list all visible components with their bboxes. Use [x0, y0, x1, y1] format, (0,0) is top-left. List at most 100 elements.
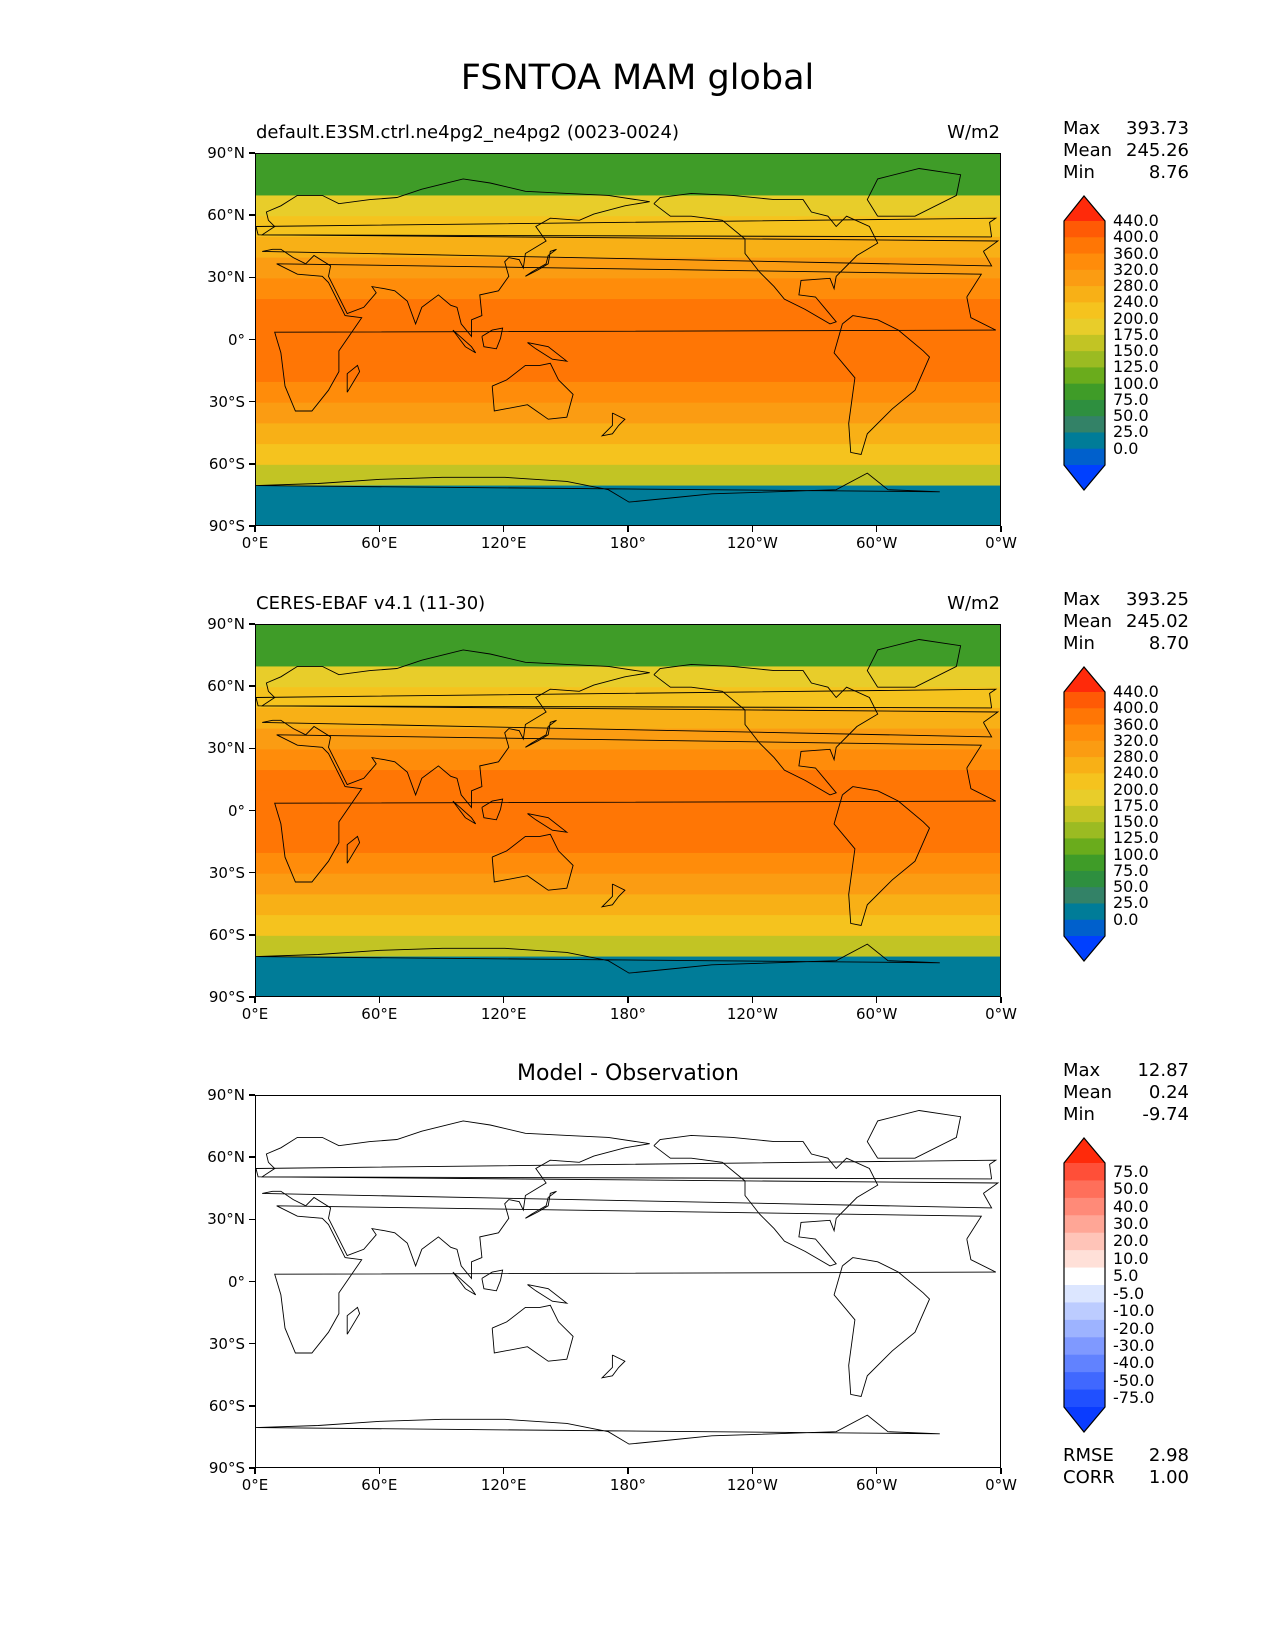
lon-tick-label: 180° — [609, 1005, 647, 1023]
colorbar-tick-label: -20.0 — [1113, 1318, 1155, 1338]
stat-max-label: Max — [1063, 589, 1101, 610]
colorbar-tick-label: 200.0 — [1113, 779, 1159, 799]
coastline-nz — [600, 883, 626, 908]
panel-diff-title: Model - Observation — [517, 1061, 739, 1086]
colorbar-swatch — [1064, 432, 1105, 450]
map-diff — [255, 1095, 1001, 1468]
coastline-newguinea — [527, 813, 569, 833]
coastline-newguinea — [527, 1284, 569, 1304]
colorbar-tick-label: -50.0 — [1113, 1370, 1155, 1390]
colorbar-swatch — [1064, 237, 1105, 255]
lon-tick-label: 60°W — [855, 1005, 898, 1023]
lat-tick-label: 60°S — [208, 1396, 245, 1415]
coastline-madagascar — [346, 835, 361, 864]
colorbar-tick-label: -10.0 — [1113, 1301, 1155, 1321]
coastline-britain — [256, 688, 998, 709]
stat-mean-label: Mean — [1063, 1082, 1113, 1103]
lon-tick-label: 0°E — [241, 1476, 269, 1494]
colorbar-tick-label: -40.0 — [1113, 1353, 1155, 1373]
stat-max-label: Max — [1063, 118, 1101, 139]
coastline-namerica — [653, 663, 879, 796]
lat-tick-label: 0° — [227, 801, 245, 820]
colorbar-swatch — [1064, 692, 1105, 709]
lon-tick-label: 0°E — [241, 1005, 269, 1023]
panel-obs-title: CERES-EBAF v4.1 (11-30) — [256, 593, 486, 614]
colorbar-swatch — [1064, 253, 1105, 271]
lat-tick — [249, 338, 255, 341]
colorbar-tick-label: 240.0 — [1113, 292, 1159, 312]
rmse-value: 2.98 — [1148, 1445, 1189, 1466]
panel-obs-stats: Max 393.25 Mean 245.02 Min 8.70 — [1063, 589, 1189, 655]
coastline-africa — [274, 734, 997, 883]
coastline-eurasia — [260, 649, 1000, 809]
colorbar-swatch — [1064, 1372, 1105, 1391]
lat-tick — [249, 1156, 255, 1158]
figure-title: FSNTOA MAM global — [460, 58, 815, 98]
colorbar-swatch — [1064, 383, 1105, 401]
colorbar-swatch — [1064, 367, 1105, 385]
map-model-field — [256, 154, 1000, 525]
colorbar-swatch — [1064, 1197, 1105, 1216]
coastline-sumatra — [452, 329, 477, 354]
coastline-australia — [491, 833, 574, 891]
corr-value: 1.00 — [1148, 1467, 1189, 1488]
lon-tick-label: 120°W — [726, 534, 778, 552]
colorbar-tick-label: 100.0 — [1113, 844, 1159, 864]
lon-tick — [378, 997, 381, 1003]
coastline-nz — [600, 412, 626, 437]
colorbar-swatch — [1064, 854, 1105, 872]
coastline-sumatra — [452, 1271, 477, 1296]
stat-min-value: 8.76 — [1148, 162, 1189, 183]
coastline-antarctica — [256, 1414, 940, 1445]
colorbar-extend-min — [1064, 936, 1105, 961]
colorbar-obs-swatches — [1063, 666, 1106, 962]
map-model — [255, 153, 1001, 526]
coastline-australia — [491, 362, 574, 420]
colorbar-tick-label: 125.0 — [1113, 357, 1159, 377]
coastline-borneo — [481, 1269, 504, 1292]
colorbar-swatch — [1064, 805, 1105, 823]
lat-tick-label: 30°N — [207, 268, 245, 287]
colorbar-tick-label: 175.0 — [1113, 795, 1159, 815]
lat-tick-label: 90°S — [208, 988, 245, 1006]
coastline-africa — [274, 1205, 997, 1354]
colorbar-tick-label: 240.0 — [1113, 763, 1159, 783]
lat-tick-label: 60°S — [208, 925, 245, 944]
colorbar-outline — [1063, 1137, 1106, 1433]
colorbar-tick-label: 75.0 — [1113, 1161, 1149, 1181]
lat-tick — [249, 685, 255, 687]
lat-tick-label: 60°N — [207, 1148, 245, 1167]
colorbar-tick-label: 400.0 — [1113, 227, 1159, 247]
coastline-eurasia — [260, 1120, 1000, 1280]
lat-tick — [249, 1467, 255, 1469]
colorbar-tick-label: 50.0 — [1113, 406, 1149, 426]
map-diff-field — [256, 1096, 1000, 1467]
colorbar-tick-label: 30.0 — [1113, 1214, 1149, 1233]
colorbar-extend-max — [1064, 196, 1105, 221]
lat-tick — [249, 809, 255, 812]
coastline-borneo — [481, 327, 504, 350]
lon-tick — [751, 997, 754, 1003]
colorbar-tick-label: 25.0 — [1113, 893, 1149, 913]
colorbar-tick-label: 200.0 — [1113, 308, 1159, 328]
lon-tick-label: 60°E — [361, 534, 398, 552]
colorbar-outline — [1063, 666, 1106, 962]
colorbar-tick-label: 75.0 — [1113, 860, 1149, 880]
colorbar-swatch — [1064, 1232, 1105, 1251]
colorbar-swatch — [1064, 708, 1105, 726]
colorbar-tick-label: 150.0 — [1113, 341, 1159, 361]
coastline-newguinea — [527, 342, 569, 362]
colorbar-swatch — [1064, 351, 1105, 368]
colorbar-swatch — [1064, 302, 1105, 320]
colorbar-tick-label: 320.0 — [1113, 259, 1159, 279]
colorbar-swatch — [1064, 822, 1105, 839]
lat-tick — [249, 871, 255, 874]
lat-tick-label: 90°N — [207, 1086, 245, 1104]
colorbar-swatch — [1064, 1354, 1105, 1373]
coastline-samerica — [833, 315, 931, 456]
lon-tick-label: 60°E — [361, 1005, 398, 1023]
lon-tick — [875, 526, 878, 532]
colorbar-extend-max — [1064, 1138, 1105, 1163]
colorbar-swatch — [1064, 1267, 1105, 1286]
colorbar-swatch — [1064, 838, 1105, 856]
